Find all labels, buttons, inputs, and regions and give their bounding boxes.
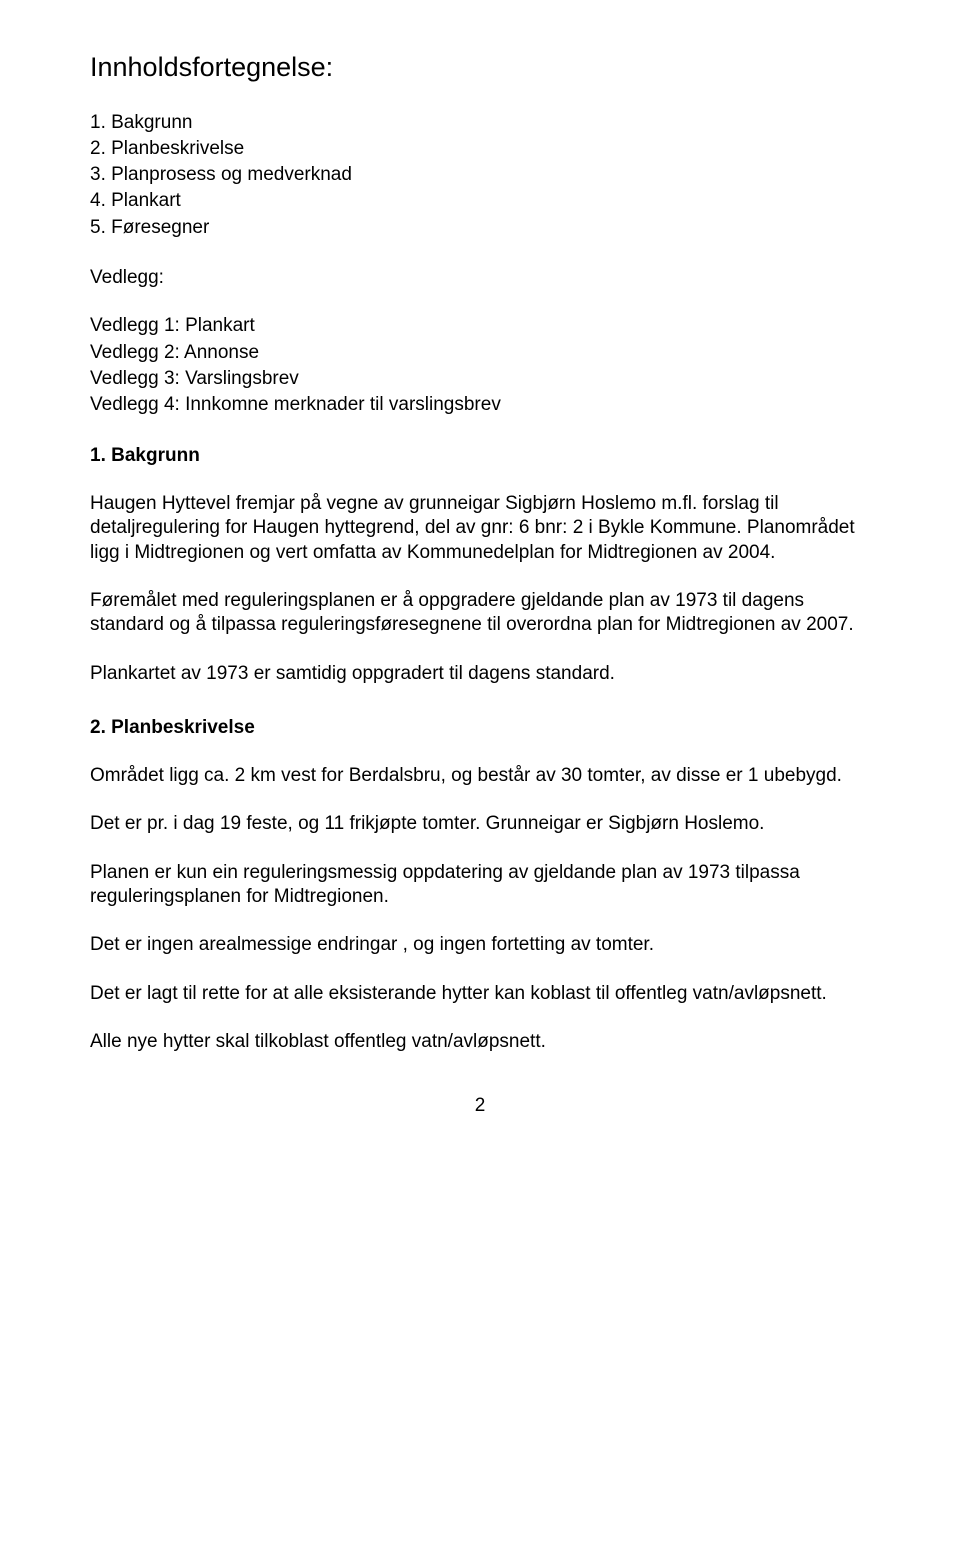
section2-p4: Det er ingen arealmessige endringar , og…	[90, 933, 870, 957]
toc-item: 5. Føresegner	[90, 216, 870, 240]
section1-p2: Føremålet med reguleringsplanen er å opp…	[90, 589, 870, 638]
vedlegg-item: Vedlegg 1: Plankart	[90, 314, 870, 338]
vedlegg-item: Vedlegg 3: Varslingsbrev	[90, 367, 870, 391]
section2-p6: Alle nye hytter skal tilkoblast offentle…	[90, 1030, 870, 1054]
vedlegg-item: Vedlegg 2: Annonse	[90, 341, 870, 365]
section1-heading: 1. Bakgrunn	[90, 444, 870, 468]
section1-p1: Haugen Hyttevel fremjar på vegne av grun…	[90, 492, 870, 565]
section1-p3: Plankartet av 1973 er samtidig oppgrader…	[90, 662, 870, 686]
toc-list: 1. Bakgrunn 2. Planbeskrivelse 3. Planpr…	[90, 111, 870, 241]
vedlegg-heading: Vedlegg:	[90, 266, 870, 290]
toc-item: 1. Bakgrunn	[90, 111, 870, 135]
toc-item: 3. Planprosess og medverknad	[90, 163, 870, 187]
section2-heading: 2. Planbeskrivelse	[90, 716, 870, 740]
section2-p3: Planen er kun ein reguleringsmessig oppd…	[90, 861, 870, 910]
section2-p1: Området ligg ca. 2 km vest for Berdalsbr…	[90, 764, 870, 788]
section2-p2: Det er pr. i dag 19 feste, og 11 frikjøp…	[90, 812, 870, 836]
section2-p5: Det er lagt til rette for at alle eksist…	[90, 982, 870, 1006]
page-title: Innholdsfortegnelse:	[90, 50, 870, 85]
toc-item: 2. Planbeskrivelse	[90, 137, 870, 161]
vedlegg-item: Vedlegg 4: Innkomne merknader til varsli…	[90, 393, 870, 417]
page-number: 2	[90, 1094, 870, 1118]
toc-item: 4. Plankart	[90, 189, 870, 213]
vedlegg-block: Vedlegg: Vedlegg 1: Plankart Vedlegg 2: …	[90, 266, 870, 418]
